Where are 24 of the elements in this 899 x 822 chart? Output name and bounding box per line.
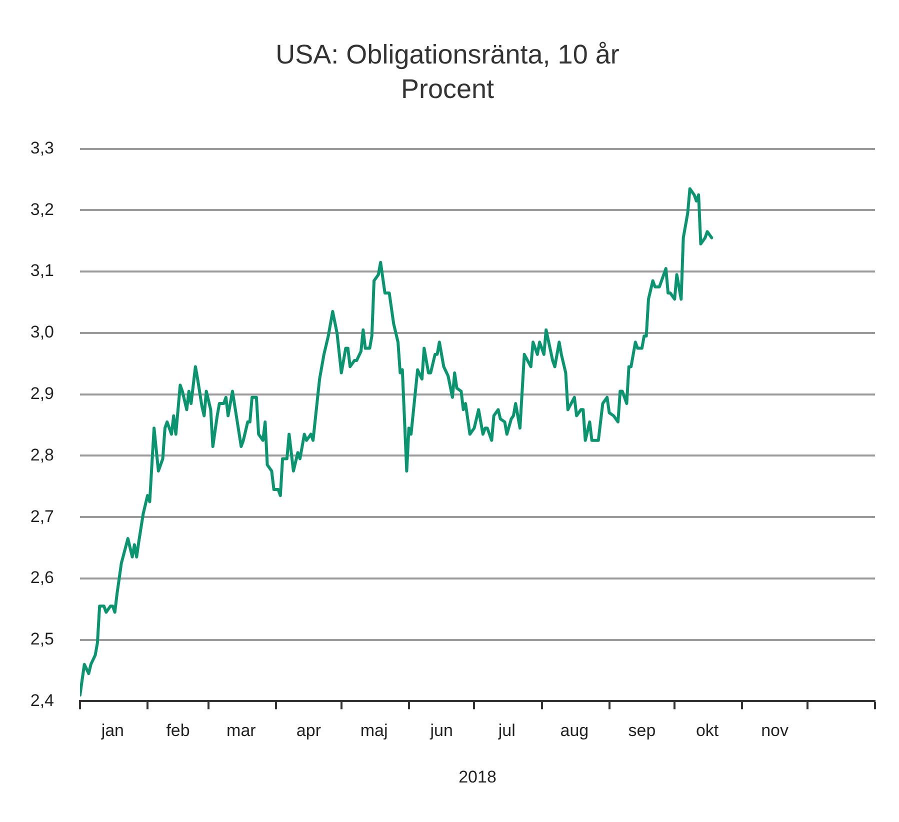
chart-subtitle: Procent bbox=[400, 74, 495, 104]
y-tick-label: 2,6 bbox=[30, 568, 54, 588]
y-tick-label: 3,3 bbox=[30, 138, 54, 158]
y-tick-label: 2,4 bbox=[30, 690, 54, 710]
chart-title: USA: Obligationsränta, 10 år bbox=[276, 40, 620, 70]
x-tick-label: sep bbox=[628, 721, 656, 740]
x-tick-label: jan bbox=[100, 721, 124, 740]
x-tick-label: mar bbox=[226, 721, 256, 740]
y-tick-label: 2,8 bbox=[30, 445, 54, 464]
x-tick-label: aug bbox=[560, 721, 589, 740]
y-tick-label: 3,1 bbox=[30, 261, 54, 280]
x-tick-label: okt bbox=[696, 721, 719, 740]
y-tick-label: 2,7 bbox=[30, 506, 54, 526]
y-tick-label: 3,0 bbox=[30, 322, 54, 342]
x-tick-label: jun bbox=[429, 721, 453, 740]
y-tick-label: 2,9 bbox=[30, 384, 54, 403]
y-tick-label: 3,2 bbox=[30, 200, 54, 219]
y-tick-label: 2,5 bbox=[30, 630, 54, 649]
x-tick-label: feb bbox=[166, 721, 190, 740]
x-tick-label: maj bbox=[360, 721, 388, 740]
x-tick-label: nov bbox=[761, 721, 790, 740]
x-axis-title: 2018 bbox=[458, 767, 496, 786]
x-tick-label: jul bbox=[497, 721, 516, 740]
x-tick-label: apr bbox=[296, 721, 322, 740]
